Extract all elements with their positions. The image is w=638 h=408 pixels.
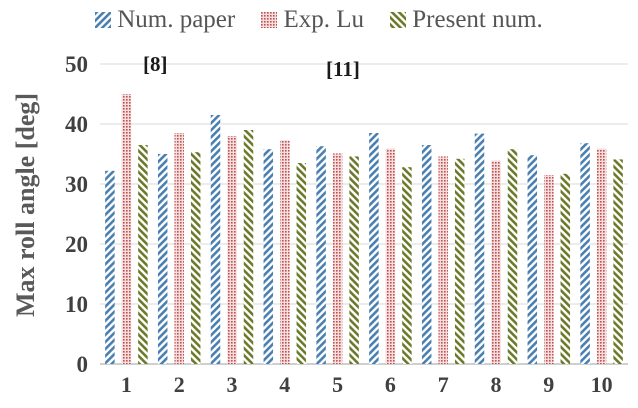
y-tick-label: 0 bbox=[77, 352, 89, 377]
legend-label-num-paper: Num. paper bbox=[117, 6, 236, 33]
legend-item-num-paper: Num. paper bbox=[95, 6, 235, 34]
x-tick-label: 4 bbox=[279, 372, 290, 397]
bars bbox=[105, 94, 623, 364]
x-tick-label: 8 bbox=[491, 372, 502, 397]
y-tick-label: 50 bbox=[65, 52, 88, 77]
legend-label-present-num: Present num. bbox=[412, 6, 543, 33]
y-tick-label: 30 bbox=[65, 172, 88, 197]
y-tick-label: 20 bbox=[65, 232, 88, 257]
bar-num-paper-2 bbox=[157, 154, 168, 364]
bar-present-num-10 bbox=[613, 159, 623, 364]
bar-present-num-2 bbox=[190, 152, 201, 364]
legend-swatch-num-paper bbox=[95, 12, 112, 28]
bar-present-num-7 bbox=[454, 158, 465, 364]
y-tick-label: 40 bbox=[65, 112, 88, 137]
bar-num-paper-7 bbox=[421, 145, 432, 364]
legend: Num. paper Exp. Lu Present num. bbox=[0, 6, 638, 35]
bar-exp-lu-2 bbox=[174, 133, 184, 364]
bar-present-num-6 bbox=[402, 167, 412, 364]
y-axis-label: Max roll angle [deg] bbox=[11, 92, 40, 318]
legend-swatch-exp-lu bbox=[261, 12, 278, 28]
x-tick-label: 7 bbox=[438, 372, 449, 397]
annotation-ref-8: [8] bbox=[143, 52, 168, 76]
bar-present-num-9 bbox=[560, 173, 571, 364]
bar-exp-lu-6 bbox=[385, 148, 396, 364]
bar-num-paper-10 bbox=[580, 143, 590, 364]
x-tick-label: 3 bbox=[227, 372, 238, 397]
x-tick-label: 5 bbox=[332, 372, 343, 397]
bar-num-paper-8 bbox=[474, 133, 485, 364]
bar-present-num-3 bbox=[243, 130, 254, 364]
bar-exp-lu-9 bbox=[544, 175, 554, 364]
bar-present-num-8 bbox=[507, 149, 518, 364]
x-tick-label: 1 bbox=[121, 372, 132, 397]
bar-num-paper-1 bbox=[105, 170, 115, 364]
x-tick-labels: 1 2 3 4 5 6 7 8 9 10 bbox=[121, 372, 613, 397]
bar-exp-lu-10 bbox=[596, 148, 607, 364]
x-tick-label: 2 bbox=[174, 372, 185, 397]
bar-exp-lu-3 bbox=[227, 136, 237, 364]
bar-exp-lu-7 bbox=[438, 156, 448, 364]
bar-present-num-4 bbox=[296, 163, 307, 364]
bar-num-paper-3 bbox=[210, 115, 221, 364]
bar-present-num-1 bbox=[138, 145, 148, 364]
legend-item-present-num: Present num. bbox=[390, 6, 543, 34]
bar-num-paper-6 bbox=[369, 133, 379, 364]
x-tick-label: 6 bbox=[385, 372, 396, 397]
bar-num-paper-5 bbox=[316, 146, 326, 364]
bar-exp-lu-5 bbox=[332, 153, 343, 364]
bar-num-paper-9 bbox=[527, 155, 538, 364]
legend-item-exp-lu: Exp. Lu bbox=[261, 6, 364, 34]
bar-exp-lu-1 bbox=[121, 94, 132, 364]
bar-present-num-5 bbox=[349, 156, 359, 364]
x-tick-label: 9 bbox=[543, 372, 554, 397]
bar-exp-lu-8 bbox=[491, 160, 501, 364]
legend-label-exp-lu: Exp. Lu bbox=[283, 6, 365, 33]
annotation-ref-11: [11] bbox=[326, 57, 360, 81]
gridlines bbox=[100, 63, 628, 365]
bar-exp-lu-4 bbox=[280, 140, 290, 364]
y-tick-labels: 0 10 20 30 40 50 bbox=[65, 52, 88, 377]
x-tick-label: 10 bbox=[591, 372, 613, 397]
bar-num-paper-4 bbox=[263, 149, 274, 364]
legend-swatch-present-num bbox=[390, 12, 407, 28]
y-tick-label: 10 bbox=[65, 292, 88, 317]
